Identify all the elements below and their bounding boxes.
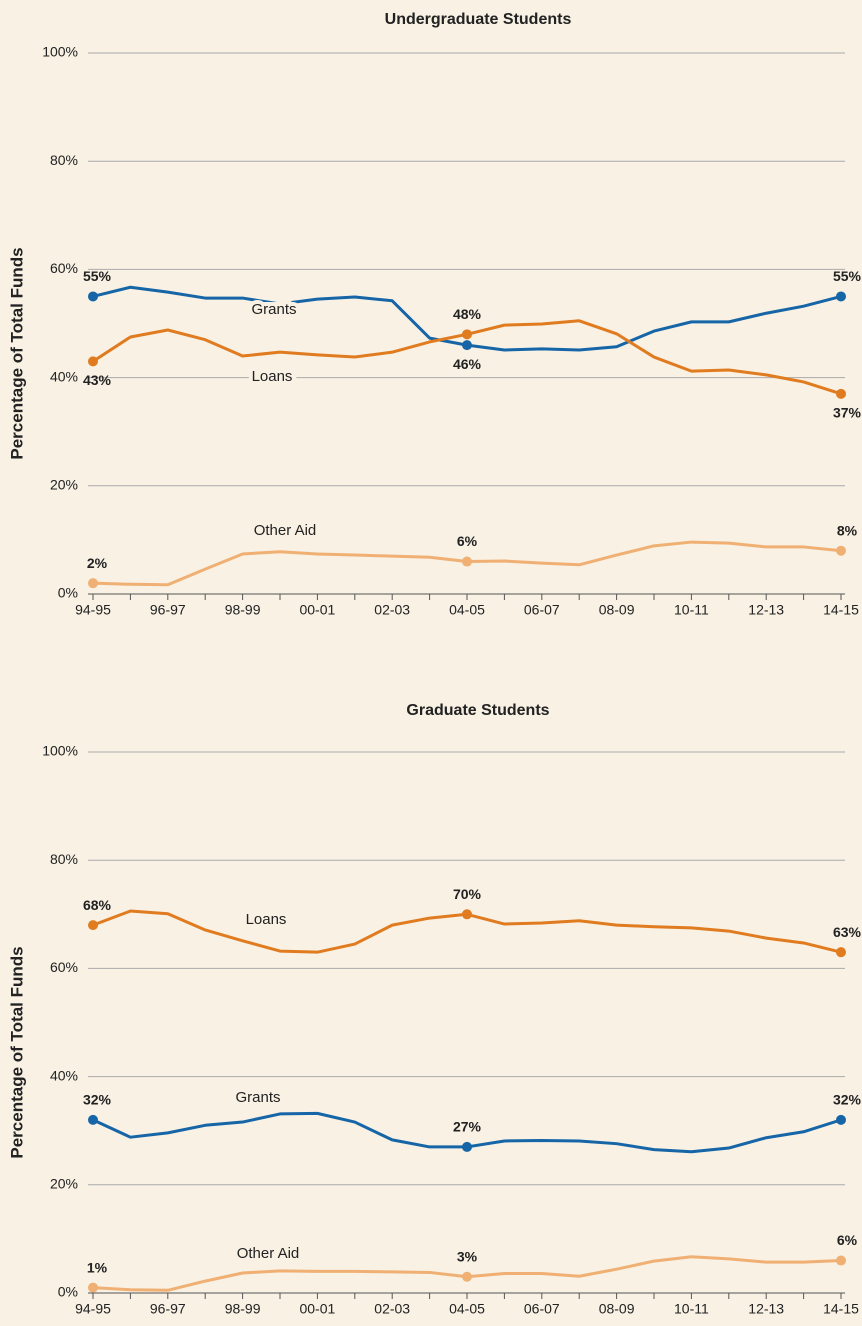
y-tick-label: 20% [50, 477, 78, 493]
series-label: Grants [251, 301, 296, 318]
data-label: 63% [833, 924, 862, 940]
x-tick-label: 98-99 [225, 1301, 261, 1317]
x-tick-label: 00-01 [299, 1301, 335, 1317]
data-point [836, 291, 846, 302]
x-tick-label: 14-15 [823, 1301, 859, 1317]
x-tick-label: 96-97 [150, 602, 186, 618]
y-tick-label: 40% [50, 1067, 78, 1083]
data-label: 27% [453, 1119, 482, 1135]
y-tick-label: 100% [42, 743, 78, 759]
x-tick-label: 10-11 [674, 1301, 709, 1317]
data-label: 55% [833, 268, 862, 284]
x-tick-label: 02-03 [374, 602, 410, 618]
x-tick-label: 12-13 [748, 602, 784, 618]
x-tick-label: 02-03 [374, 1301, 410, 1317]
y-tick-label: 80% [50, 152, 78, 168]
y-tick-label: 60% [50, 959, 78, 975]
data-point [88, 578, 98, 589]
y-tick-label: 40% [50, 368, 78, 384]
data-point [462, 909, 472, 920]
series-label: Other Aid [237, 1245, 300, 1262]
x-tick-label: 04-05 [449, 602, 485, 618]
x-tick-label: 06-07 [524, 602, 560, 618]
x-tick-label: 06-07 [524, 1301, 560, 1317]
data-point [462, 329, 472, 340]
data-label: 48% [453, 306, 482, 322]
x-tick-label: 04-05 [449, 1301, 485, 1317]
data-label: 8% [837, 522, 858, 538]
x-tick-label: 94-95 [75, 1301, 111, 1317]
x-tick-label: 10-11 [674, 602, 709, 618]
data-point [462, 1271, 472, 1282]
series-label: Other Aid [254, 522, 317, 539]
x-tick-label: 98-99 [225, 602, 261, 618]
chart-title: Undergraduate Students [385, 11, 572, 28]
y-tick-label: 60% [50, 260, 78, 276]
data-point [836, 545, 846, 556]
y-tick-label: 20% [50, 1176, 78, 1192]
x-tick-label: 08-09 [599, 602, 635, 618]
data-point [836, 1114, 846, 1125]
data-label: 68% [83, 897, 112, 913]
data-point [88, 356, 98, 367]
series-label: Loans [246, 911, 287, 928]
x-tick-label: 08-09 [599, 1301, 635, 1317]
data-label: 6% [457, 533, 478, 549]
y-tick-label: 0% [58, 585, 78, 601]
data-label: 32% [83, 1092, 112, 1108]
x-tick-label: 12-13 [748, 1301, 784, 1317]
x-tick-label: 00-01 [299, 602, 335, 618]
data-point [88, 1114, 98, 1125]
y-tick-label: 100% [42, 44, 78, 60]
y-tick-label: 80% [50, 851, 78, 867]
x-tick-label: 96-97 [150, 1301, 186, 1317]
data-label: 70% [453, 886, 482, 902]
data-point [462, 556, 472, 567]
y-axis-title: Percentage of Total Funds [7, 247, 26, 459]
data-point [836, 388, 846, 399]
data-label: 43% [83, 372, 112, 388]
data-point [88, 291, 98, 302]
data-point [836, 1255, 846, 1266]
data-label: 37% [833, 405, 862, 421]
data-label: 2% [87, 555, 108, 571]
series-label: Loans [252, 368, 293, 385]
data-label: 55% [83, 268, 112, 284]
data-label: 46% [453, 356, 482, 372]
data-point [462, 340, 472, 351]
data-label: 3% [457, 1248, 478, 1264]
series-label: Grants [235, 1089, 280, 1106]
x-tick-label: 94-95 [75, 602, 111, 618]
data-point [462, 1141, 472, 1152]
chart-title: Graduate Students [406, 702, 549, 719]
y-tick-label: 0% [58, 1284, 78, 1300]
y-axis-title: Percentage of Total Funds [7, 946, 26, 1158]
data-point [836, 947, 846, 958]
data-label: 6% [837, 1232, 858, 1248]
x-tick-label: 14-15 [823, 602, 859, 618]
data-label: 1% [87, 1259, 108, 1275]
data-label: 32% [833, 1092, 862, 1108]
data-point [88, 1282, 98, 1293]
data-point [88, 920, 98, 931]
